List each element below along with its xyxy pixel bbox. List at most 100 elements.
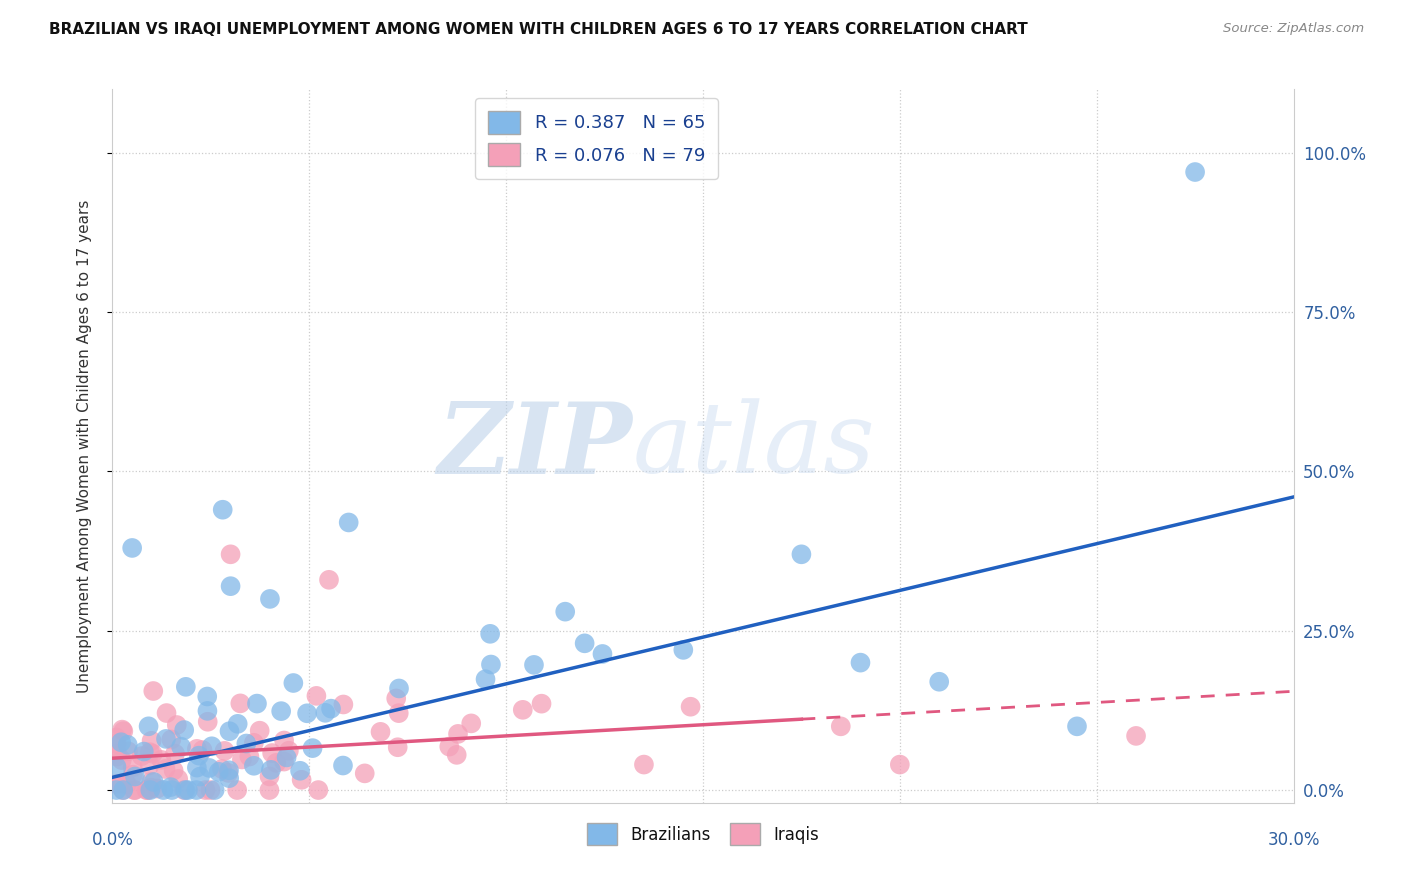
Text: ZIP: ZIP	[437, 398, 633, 494]
Point	[197, 704, 219, 718]
Point	[105, 731, 128, 745]
Point	[214, 744, 236, 758]
Point	[201, 739, 224, 754]
Point	[231, 752, 253, 766]
Point	[523, 657, 546, 672]
Point	[219, 547, 242, 561]
Point	[554, 605, 576, 619]
Point	[217, 766, 239, 780]
Point	[211, 762, 233, 776]
Point	[173, 783, 195, 797]
Point	[170, 739, 193, 754]
Point	[388, 706, 411, 720]
Point	[152, 783, 174, 797]
Point	[591, 647, 613, 661]
Point	[105, 759, 128, 773]
Point	[122, 783, 145, 797]
Point	[439, 739, 461, 754]
Point	[332, 758, 354, 772]
Point	[198, 761, 221, 775]
Point	[162, 764, 184, 778]
Point	[131, 749, 153, 764]
Point	[177, 783, 200, 797]
Point	[105, 749, 128, 764]
Point	[332, 698, 354, 712]
Point	[139, 745, 162, 759]
Point	[291, 772, 314, 787]
Point	[138, 758, 160, 772]
Point	[155, 706, 177, 720]
Point	[474, 672, 496, 686]
Point	[174, 783, 197, 797]
Point	[633, 757, 655, 772]
Point	[146, 781, 169, 796]
Point	[574, 636, 596, 650]
Point	[105, 747, 128, 761]
Point	[141, 774, 163, 789]
Point	[155, 731, 177, 746]
Point	[155, 762, 177, 776]
Point	[388, 681, 411, 696]
Point	[150, 753, 173, 767]
Point	[295, 706, 318, 721]
Point	[259, 591, 281, 606]
Point	[318, 573, 340, 587]
Point	[830, 719, 852, 733]
Point	[849, 656, 872, 670]
Point	[337, 516, 360, 530]
Point	[163, 747, 186, 761]
Point	[122, 767, 145, 781]
Point	[115, 777, 138, 791]
Point	[226, 716, 249, 731]
Point	[136, 783, 159, 797]
Point	[305, 689, 328, 703]
Point	[173, 723, 195, 737]
Point	[111, 723, 134, 737]
Point	[121, 541, 143, 555]
Point	[166, 718, 188, 732]
Point	[889, 757, 911, 772]
Point	[105, 783, 128, 797]
Point	[186, 761, 208, 775]
Point	[1066, 719, 1088, 733]
Point	[259, 769, 281, 783]
Point	[1184, 165, 1206, 179]
Point	[105, 736, 128, 750]
Point	[141, 733, 163, 747]
Point	[121, 760, 143, 774]
Text: atlas: atlas	[633, 399, 875, 493]
Point	[273, 733, 295, 747]
Point	[288, 764, 311, 778]
Point	[273, 755, 295, 769]
Point	[218, 724, 240, 739]
Point	[319, 701, 342, 715]
Point	[188, 770, 211, 784]
Point	[385, 691, 408, 706]
Point	[314, 706, 336, 720]
Point	[266, 756, 288, 770]
Point	[218, 771, 240, 785]
Y-axis label: Unemployment Among Women with Children Ages 6 to 17 years: Unemployment Among Women with Children A…	[77, 199, 91, 693]
Point	[139, 783, 162, 797]
Point	[447, 727, 470, 741]
Point	[191, 743, 214, 757]
Point	[142, 684, 165, 698]
Point	[353, 766, 375, 780]
Point	[672, 643, 695, 657]
Point	[277, 744, 299, 758]
Point	[132, 745, 155, 759]
Point	[186, 783, 208, 797]
Point	[105, 777, 128, 791]
Point	[139, 780, 162, 795]
Point	[197, 714, 219, 729]
Point	[238, 749, 260, 764]
Point	[124, 770, 146, 784]
Point	[110, 776, 132, 790]
Point	[270, 704, 292, 718]
Point	[229, 697, 252, 711]
Point	[124, 783, 146, 797]
Point	[1125, 729, 1147, 743]
Point	[117, 738, 139, 752]
Point	[195, 690, 218, 704]
Point	[226, 783, 249, 797]
